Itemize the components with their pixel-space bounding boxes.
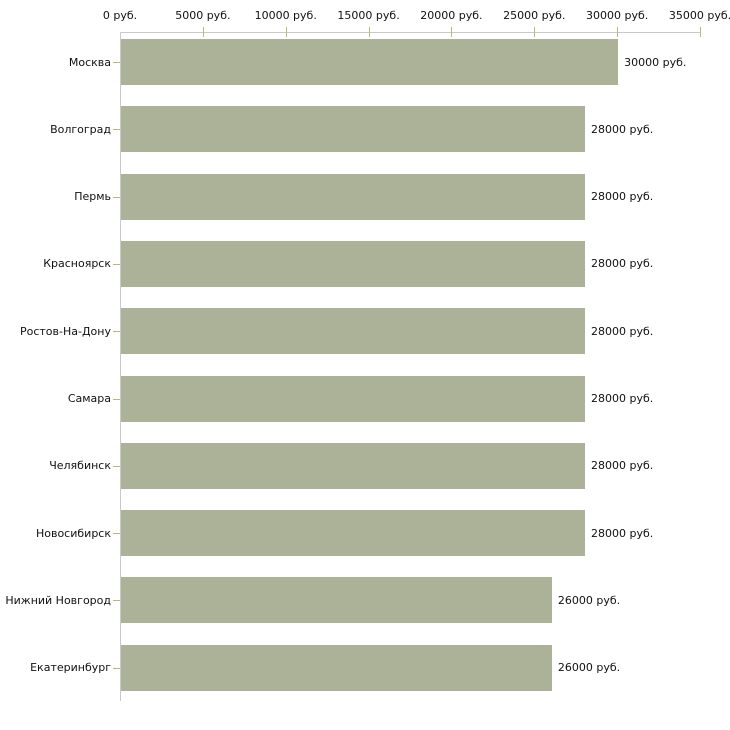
x-tick-label: 10000 руб. — [254, 9, 317, 22]
value-label: 30000 руб. — [624, 55, 687, 69]
value-label: 28000 руб. — [591, 122, 654, 136]
bar — [121, 577, 552, 624]
category-label: Москва — [68, 55, 111, 69]
category-label: Пермь — [74, 190, 111, 204]
bar — [121, 240, 585, 287]
category-tick — [113, 667, 120, 669]
category-tick — [113, 263, 120, 265]
bar-row: Нижний Новгород 26000 руб. — [0, 571, 730, 638]
bar-row: Москва 30000 руб. — [0, 33, 730, 100]
value-label: 26000 руб. — [557, 661, 621, 675]
bar-row: Новосибирск 28000 руб. — [0, 504, 730, 571]
x-tick-label: 20000 руб. — [420, 9, 483, 22]
value-label: 28000 руб. — [591, 459, 654, 473]
category-label: Самара — [67, 392, 111, 405]
bar-row: Пермь 28000 руб. — [0, 168, 730, 235]
category-tick — [113, 398, 120, 400]
bar-row: Екатеринбург 26000 руб. — [0, 639, 730, 706]
bar — [121, 644, 552, 691]
x-axis-tick — [202, 27, 204, 37]
bar-row: Волгоград 28000 руб. — [0, 100, 730, 167]
x-axis-tick — [617, 27, 619, 37]
bar-row: Челябинск 28000 руб. — [0, 437, 730, 504]
category-label: Волгоград — [50, 122, 111, 136]
bar-row: Красноярск 28000 руб. — [0, 235, 730, 302]
category-tick — [113, 465, 120, 467]
bar-row: Ростов-На-Дону 28000 руб. — [0, 302, 730, 369]
bar — [121, 39, 619, 85]
category-label: Новосибирск — [35, 526, 111, 540]
category-label: Ростов-На-Дону — [19, 324, 111, 338]
x-axis-tick — [700, 27, 701, 37]
bar — [121, 173, 585, 220]
category-tick — [113, 62, 120, 63]
bar-row: Самара 28000 руб. — [0, 370, 730, 437]
x-tick-label: 35000 руб. — [668, 9, 730, 22]
y-axis-line — [120, 32, 121, 701]
category-label: Екатеринбург — [30, 661, 111, 675]
x-tick-label: 0 руб. — [102, 9, 138, 22]
value-label: 26000 руб. — [557, 593, 621, 607]
category-tick — [113, 196, 120, 198]
category-tick — [113, 600, 120, 602]
category-tick — [113, 129, 120, 131]
value-label: 28000 руб. — [591, 257, 654, 271]
x-axis-tick — [451, 27, 453, 37]
x-axis-line — [120, 32, 700, 33]
x-tick-label: 15000 руб. — [337, 9, 400, 22]
category-tick — [113, 533, 120, 535]
x-tick-label: 30000 руб. — [586, 9, 649, 22]
category-tick — [113, 331, 120, 333]
value-label: 28000 руб. — [591, 324, 654, 338]
category-label: Челябинск — [49, 459, 111, 473]
bar — [121, 442, 585, 489]
category-label: Красноярск — [43, 257, 111, 271]
bar — [121, 308, 585, 355]
value-label: 28000 руб. — [591, 190, 654, 204]
bar — [121, 375, 585, 422]
bar — [121, 510, 585, 557]
value-label: 28000 руб. — [591, 526, 654, 540]
x-axis-tick — [285, 27, 287, 37]
bar — [121, 106, 585, 153]
x-axis-tick — [368, 27, 370, 37]
x-axis-tick — [534, 27, 536, 37]
category-label: Нижний Новгород — [5, 593, 111, 607]
x-tick-label: 25000 руб. — [503, 9, 566, 22]
value-label: 28000 руб. — [591, 392, 654, 405]
x-tick-label: 5000 руб. — [175, 9, 231, 22]
